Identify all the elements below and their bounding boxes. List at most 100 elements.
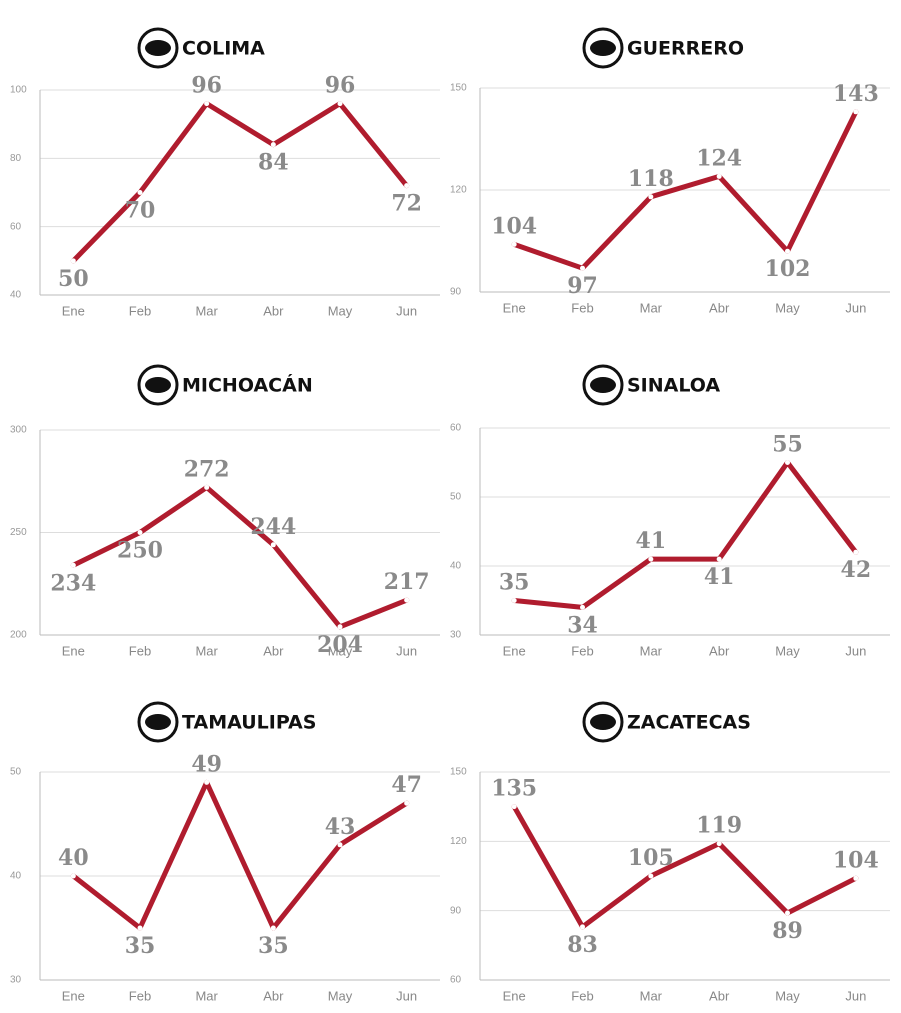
data-label: 104 [833, 847, 879, 873]
data-label: 43 [325, 814, 356, 840]
x-tick-label: Jun [396, 988, 417, 1003]
data-point [716, 841, 722, 847]
data-line [70, 779, 410, 931]
x-tick-label: May [775, 300, 800, 315]
data-point [270, 925, 276, 931]
y-tick-label: 40 [10, 290, 22, 301]
data-line [70, 101, 410, 264]
data-point [853, 875, 859, 881]
data-label: 96 [191, 73, 222, 99]
data-point [511, 804, 517, 810]
data-point [137, 530, 143, 535]
x-tick-label: May [328, 988, 353, 1003]
state-icon-shape [145, 40, 171, 56]
x-tick-label: May [328, 643, 353, 658]
data-label: 217 [384, 569, 430, 595]
data-label: 50 [58, 266, 89, 292]
data-point [785, 460, 790, 465]
data-point [511, 241, 517, 247]
data-point [204, 101, 210, 107]
x-tick-label: Abr [709, 643, 730, 658]
x-tick-label: Ene [62, 643, 85, 658]
data-label: 34 [567, 612, 598, 638]
data-label: 89 [772, 918, 803, 944]
data-point [337, 624, 343, 630]
chart-title: TAMAULIPAS [182, 712, 316, 734]
data-label: 96 [325, 73, 356, 99]
data-point [580, 924, 585, 930]
data-label: 124 [696, 145, 742, 171]
data-point [270, 542, 276, 548]
x-tick-label: Ene [62, 988, 85, 1003]
data-point [404, 597, 410, 603]
y-tick-label: 50 [450, 492, 462, 503]
state-icon-shape [590, 40, 616, 56]
data-label: 35 [499, 570, 530, 596]
x-tick-label: Ene [503, 643, 526, 658]
data-point [204, 779, 210, 785]
data-label: 83 [567, 932, 598, 958]
x-tick-label: Mar [640, 988, 663, 1003]
x-tick-label: Jun [845, 300, 866, 315]
data-label: 250 [117, 538, 163, 564]
y-tick-label: 100 [10, 85, 27, 96]
data-label: 105 [628, 845, 674, 871]
data-line [511, 109, 859, 271]
x-tick-label: May [328, 303, 353, 318]
x-tick-label: Abr [263, 988, 284, 1003]
y-tick-label: 200 [10, 630, 27, 641]
x-tick-label: Feb [129, 988, 151, 1003]
chart-title: MICHOACÁN [182, 374, 313, 397]
y-tick-label: 50 [10, 767, 22, 778]
data-label: 97 [567, 273, 598, 299]
x-tick-label: Feb [129, 303, 151, 318]
chart-title: SINALOA [627, 375, 720, 397]
data-label: 35 [258, 933, 289, 959]
y-tick-label: 300 [10, 425, 27, 436]
y-tick-label: 150 [450, 83, 467, 94]
data-label: 70 [125, 198, 156, 224]
data-label: 41 [704, 564, 735, 590]
x-tick-label: Abr [263, 303, 284, 318]
data-label: 234 [50, 570, 96, 596]
y-tick-label: 150 [450, 767, 467, 778]
data-label: 49 [191, 751, 222, 777]
y-tick-label: 30 [450, 630, 462, 641]
x-tick-label: Jun [396, 303, 417, 318]
data-point [404, 183, 410, 189]
data-label: 55 [772, 432, 803, 458]
data-line [511, 804, 859, 930]
data-point [716, 556, 722, 562]
data-point [853, 109, 859, 115]
data-point [70, 258, 76, 264]
x-tick-label: Abr [263, 643, 284, 658]
data-point [785, 910, 790, 916]
x-tick-label: Abr [709, 988, 730, 1003]
data-point [785, 248, 790, 254]
x-tick-label: May [775, 643, 800, 658]
data-label: 102 [765, 256, 811, 282]
data-label: 42 [841, 557, 872, 583]
x-tick-label: Feb [571, 643, 593, 658]
data-label: 104 [491, 213, 537, 239]
x-tick-label: Mar [640, 643, 663, 658]
data-point [648, 873, 654, 879]
x-tick-label: May [775, 988, 800, 1003]
x-tick-label: Mar [195, 303, 218, 318]
x-tick-label: Ene [503, 988, 526, 1003]
state-icon-shape [145, 714, 171, 730]
data-point [580, 265, 585, 271]
data-label: 118 [628, 166, 674, 192]
data-point [137, 190, 143, 195]
data-label: 41 [636, 528, 667, 554]
state-icon-shape [590, 377, 616, 393]
data-point [404, 800, 410, 806]
data-label: 84 [258, 150, 289, 176]
data-point [337, 101, 343, 107]
data-point [70, 873, 76, 879]
data-point [70, 562, 76, 568]
x-tick-label: Jun [845, 988, 866, 1003]
y-tick-label: 60 [450, 975, 462, 986]
x-tick-label: Mar [640, 300, 663, 315]
